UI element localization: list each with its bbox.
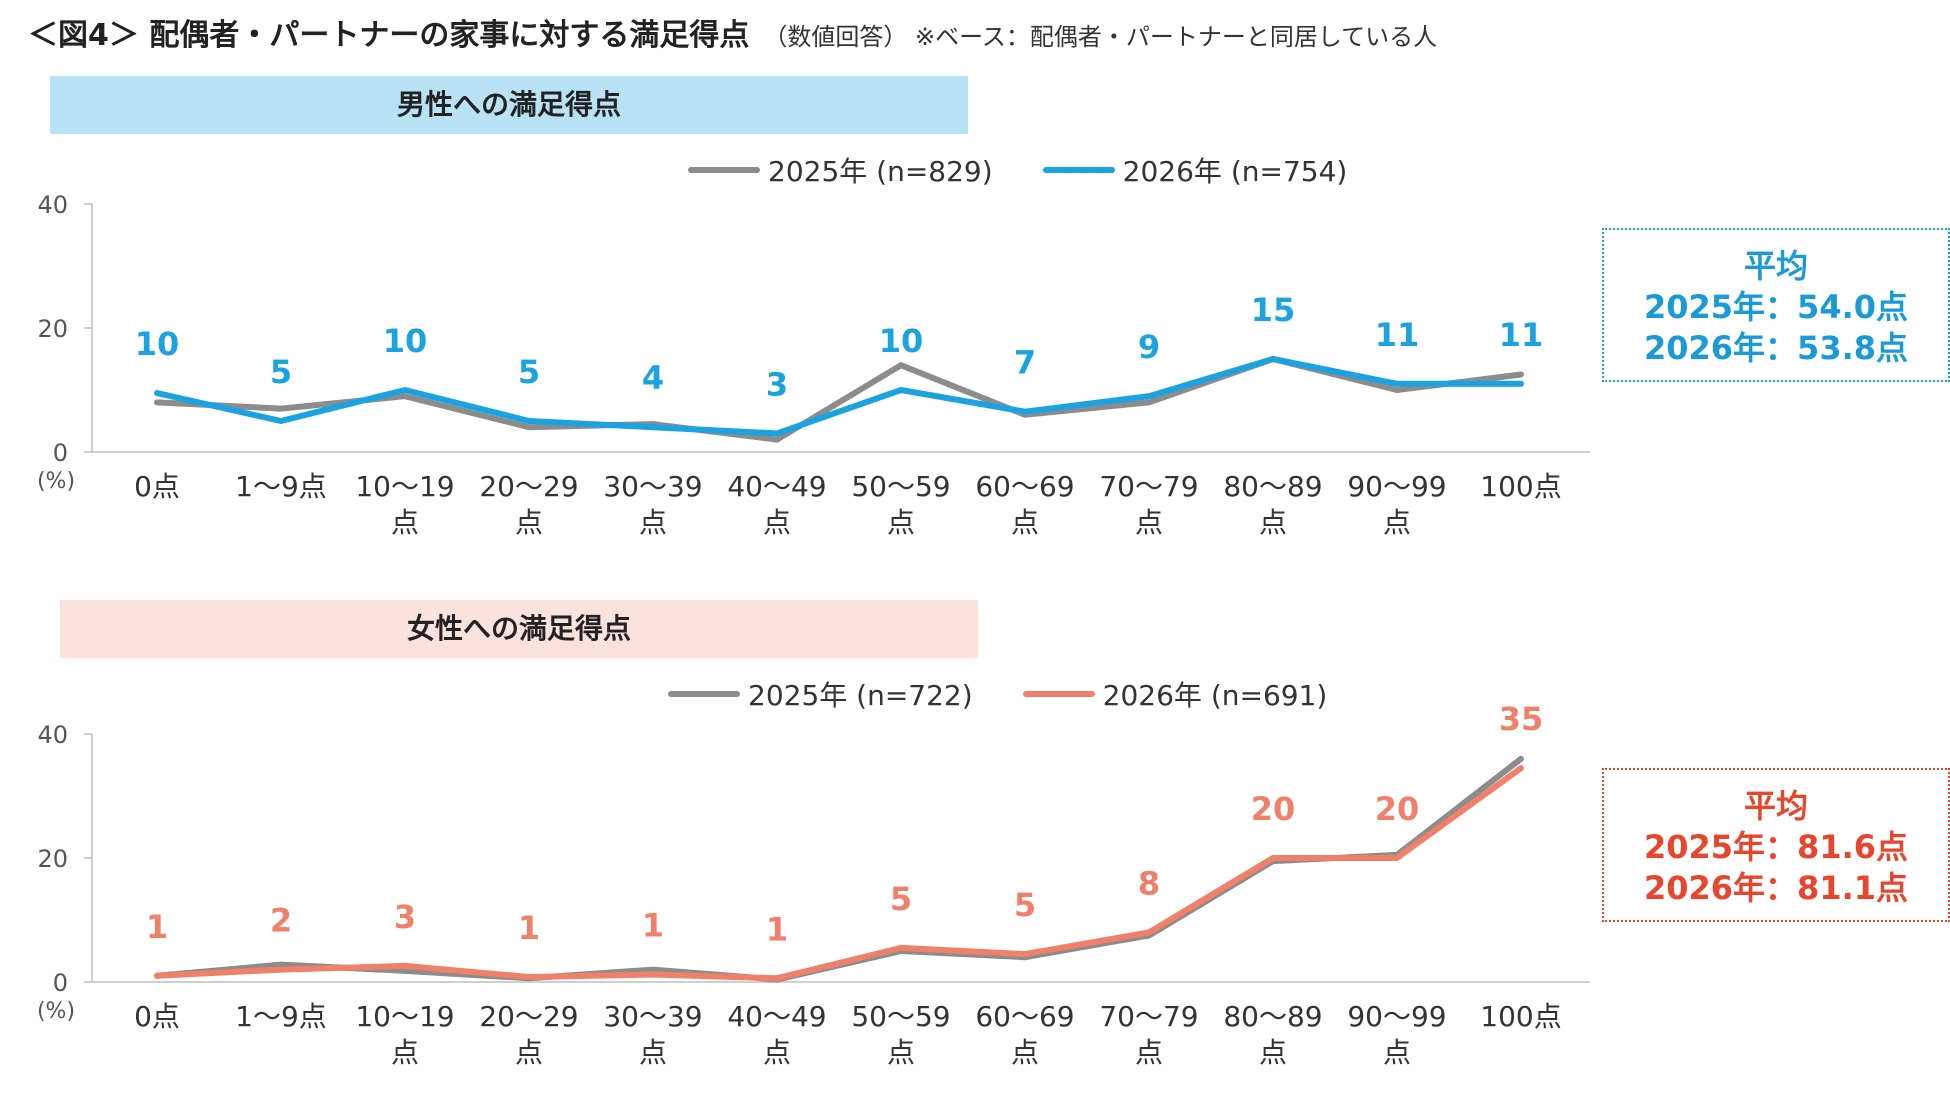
men-average-2025: 2025年：54.0点 — [1643, 288, 1909, 326]
x-tick-label: 90〜99 点 — [1347, 1000, 1446, 1069]
y-tick-label: 0 — [53, 439, 68, 467]
men-average-2026: 2026年：53.8点 — [1643, 329, 1909, 367]
women-legend: 2025年 (n=722) 2026年 (n=691) — [668, 674, 1327, 714]
series-line-2025 — [154, 755, 1524, 983]
legend-label-2025: 2025年 (n=829) — [768, 155, 993, 188]
x-tick-label: 100点 — [1480, 470, 1561, 503]
legend-label-2026: 2026年 (n=691) — [1102, 679, 1328, 712]
data-label: 5 — [270, 353, 292, 391]
legend-swatch-2025 — [688, 167, 760, 173]
data-label: 35 — [1499, 700, 1544, 738]
x-tick-label: 80〜89 点 — [1223, 1000, 1322, 1069]
y-tick-label: 40 — [37, 191, 68, 219]
legend-item-2025: 2025年 (n=829) — [688, 150, 993, 190]
x-tick-label: 30〜39 点 — [603, 470, 702, 539]
men-line-chart: 0 20 40 (%) 0点 1〜9点 10〜19 点 20〜29 点 30〜39 点 40〜49 点 50… — [37, 191, 1590, 539]
data-label: 5 — [518, 353, 540, 391]
women-average-box: 平均 2025年：81.6点 2026年：81.1点 — [1602, 768, 1950, 922]
figure-title-text: ＜図4＞ 配偶者・パートナーの家事に対する満足得点 — [28, 18, 750, 53]
x-tick-label: 70〜79 点 — [1099, 470, 1198, 539]
x-tick-label: 30〜39 点 — [603, 1000, 702, 1069]
y-tick-label: 20 — [37, 315, 68, 343]
women-average-2025: 2025年：81.6点 — [1643, 828, 1909, 866]
data-label: 1 — [766, 910, 788, 948]
y-tick-label: 0 — [53, 969, 68, 997]
y-tick-label: 20 — [37, 845, 68, 873]
data-label: 10 — [135, 325, 180, 363]
x-tick-label: 1〜9点 — [235, 1000, 327, 1033]
x-tick-label: 1〜9点 — [235, 470, 327, 503]
women-line-chart: 0 20 40 (%) 0点 1〜9点 10〜19 点 20〜29 点 30〜39 点 40〜49 点 50… — [37, 700, 1590, 1069]
data-label: 10 — [879, 322, 924, 360]
y-unit-label: (%) — [37, 469, 75, 494]
series-line-2026 — [154, 356, 1524, 437]
legend-item-2026: 2026年 (n=691) — [1022, 674, 1328, 714]
data-label: 5 — [1014, 886, 1036, 924]
women-average-2026: 2026年：81.1点 — [1643, 869, 1909, 907]
y-unit-label: (%) — [37, 999, 75, 1024]
legend-label-2026: 2026年 (n=754) — [1122, 155, 1348, 188]
x-tick-label: 60〜69 点 — [975, 470, 1074, 539]
data-label: 15 — [1251, 291, 1296, 329]
x-tick-label: 0点 — [134, 1000, 180, 1033]
data-label: 1 — [642, 907, 664, 945]
data-label: 1 — [146, 908, 168, 946]
x-tick-label: 60〜69 点 — [975, 1000, 1074, 1069]
data-label: 3 — [394, 898, 416, 936]
legend-swatch-2026 — [1042, 167, 1115, 173]
x-tick-label: 10〜19 点 — [355, 1000, 454, 1069]
x-tick-label: 20〜29 点 — [479, 1000, 578, 1069]
data-label: 11 — [1375, 316, 1420, 354]
x-tick-label: 0点 — [134, 470, 180, 503]
x-tick-label: 100点 — [1480, 1000, 1561, 1033]
women-panel-header: 女性への満足得点 — [60, 600, 978, 658]
x-tick-label: 90〜99 点 — [1347, 470, 1446, 539]
data-label: 2 — [270, 902, 292, 940]
men-legend: 2025年 (n=829) 2026年 (n=754) — [688, 150, 1347, 190]
data-label: 4 — [642, 359, 664, 397]
figure-title: ＜図4＞ 配偶者・パートナーの家事に対する満足得点 （数値回答） ※ベース：配偶者… — [28, 14, 1437, 58]
series-line-2026 — [154, 765, 1524, 982]
x-tick-label: 40〜49 点 — [727, 470, 826, 539]
data-label: 20 — [1375, 790, 1420, 828]
men-panel-header: 男性への満足得点 — [50, 76, 968, 134]
figure-subtitle: （数値回答） ※ベース：配偶者・パートナーと同居している人 — [763, 23, 1438, 51]
data-label: 5 — [890, 880, 912, 918]
legend-swatch-2026 — [1022, 691, 1095, 697]
legend-label-2025: 2025年 (n=722) — [748, 679, 973, 712]
legend-swatch-2025 — [668, 691, 740, 697]
data-label: 1 — [518, 909, 540, 947]
data-label: 3 — [766, 365, 788, 403]
men-average-box: 平均 2025年：54.0点 2026年：53.8点 — [1602, 228, 1950, 382]
data-label: 11 — [1499, 316, 1544, 354]
x-tick-label: 80〜89 点 — [1223, 470, 1322, 539]
women-average-title: 平均 — [1743, 787, 1808, 825]
legend-item-2025: 2025年 (n=722) — [668, 674, 973, 714]
x-tick-label: 20〜29 点 — [479, 470, 578, 539]
x-tick-label: 50〜59 点 — [851, 1000, 950, 1069]
x-tick-label: 10〜19 点 — [355, 470, 454, 539]
x-tick-label: 50〜59 点 — [851, 470, 950, 539]
data-label: 8 — [1138, 864, 1160, 902]
data-label: 10 — [383, 322, 428, 360]
x-tick-label: 40〜49 点 — [727, 1000, 826, 1069]
x-tick-label: 70〜79 点 — [1099, 1000, 1198, 1069]
men-average-title: 平均 — [1743, 247, 1808, 285]
data-label: 7 — [1014, 344, 1036, 382]
legend-item-2026: 2026年 (n=754) — [1042, 150, 1348, 190]
data-label: 20 — [1251, 790, 1296, 828]
data-label: 9 — [1138, 328, 1160, 366]
y-tick-label: 40 — [37, 721, 68, 749]
